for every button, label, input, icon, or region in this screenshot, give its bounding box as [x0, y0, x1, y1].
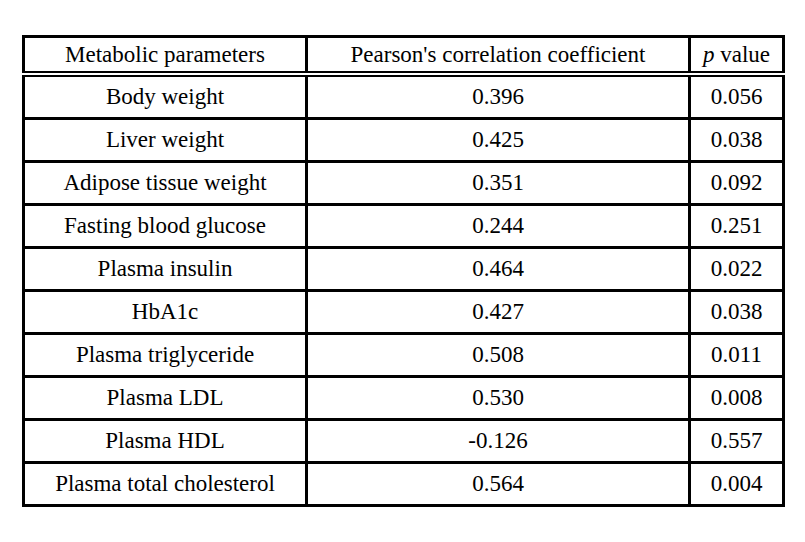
table-row-plasma-triglyceride: Plasma triglyceride 0.508 0.011 — [24, 334, 784, 377]
p-value-cell: 0.056 — [690, 74, 784, 119]
parameter-cell: Adipose tissue weight — [24, 162, 307, 205]
parameter-cell: Liver weight — [24, 119, 307, 162]
parameter-cell: Plasma insulin — [24, 248, 307, 291]
p-value-cell: 0.092 — [690, 162, 784, 205]
p-value-label-rest: value — [714, 42, 770, 67]
coefficient-cell: 0.396 — [307, 74, 690, 119]
metabolic-correlation-table: Metabolic parameters Pearson's correlati… — [22, 35, 785, 507]
col-header-metabolic-parameters: Metabolic parameters — [24, 37, 307, 75]
p-value-cell: 0.008 — [690, 377, 784, 420]
coefficient-cell: 0.351 — [307, 162, 690, 205]
p-value-cell: 0.011 — [690, 334, 784, 377]
coefficient-cell: -0.126 — [307, 420, 690, 463]
table-row-adipose-tissue-weight: Adipose tissue weight 0.351 0.092 — [24, 162, 784, 205]
table-row-plasma-hdl: Plasma HDL -0.126 0.557 — [24, 420, 784, 463]
coefficient-cell: 0.508 — [307, 334, 690, 377]
parameter-cell: Body weight — [24, 74, 307, 119]
p-value-cell: 0.022 — [690, 248, 784, 291]
p-value-cell: 0.038 — [690, 291, 784, 334]
table-header: Metabolic parameters Pearson's correlati… — [24, 37, 784, 75]
parameter-cell: HbA1c — [24, 291, 307, 334]
p-value-cell: 0.038 — [690, 119, 784, 162]
parameter-cell: Plasma LDL — [24, 377, 307, 420]
parameter-cell: Fasting blood glucose — [24, 205, 307, 248]
coefficient-cell: 0.530 — [307, 377, 690, 420]
table-row-body-weight: Body weight 0.396 0.056 — [24, 74, 784, 119]
p-value-cell: 0.004 — [690, 463, 784, 506]
parameter-cell: Plasma triglyceride — [24, 334, 307, 377]
coefficient-cell: 0.244 — [307, 205, 690, 248]
table-row-liver-weight: Liver weight 0.425 0.038 — [24, 119, 784, 162]
table-row-hba1c: HbA1c 0.427 0.038 — [24, 291, 784, 334]
table-body: Body weight 0.396 0.056 Liver weight 0.4… — [24, 74, 784, 506]
p-value-cell: 0.557 — [690, 420, 784, 463]
coefficient-cell: 0.425 — [307, 119, 690, 162]
parameter-cell: Plasma HDL — [24, 420, 307, 463]
table-row-plasma-total-cholesterol: Plasma total cholesterol 0.564 0.004 — [24, 463, 784, 506]
coefficient-cell: 0.564 — [307, 463, 690, 506]
p-value-italic-p: p — [703, 42, 715, 67]
col-header-pearsons-coefficient: Pearson's correlation coefficient — [307, 37, 690, 75]
table-row-fasting-blood-glucose: Fasting blood glucose 0.244 0.251 — [24, 205, 784, 248]
header-row: Metabolic parameters Pearson's correlati… — [24, 37, 784, 75]
table-row-plasma-ldl: Plasma LDL 0.530 0.008 — [24, 377, 784, 420]
coefficient-cell: 0.464 — [307, 248, 690, 291]
table-row-plasma-insulin: Plasma insulin 0.464 0.022 — [24, 248, 784, 291]
p-value-cell: 0.251 — [690, 205, 784, 248]
parameter-cell: Plasma total cholesterol — [24, 463, 307, 506]
col-header-p-value: p value — [690, 37, 784, 75]
coefficient-cell: 0.427 — [307, 291, 690, 334]
